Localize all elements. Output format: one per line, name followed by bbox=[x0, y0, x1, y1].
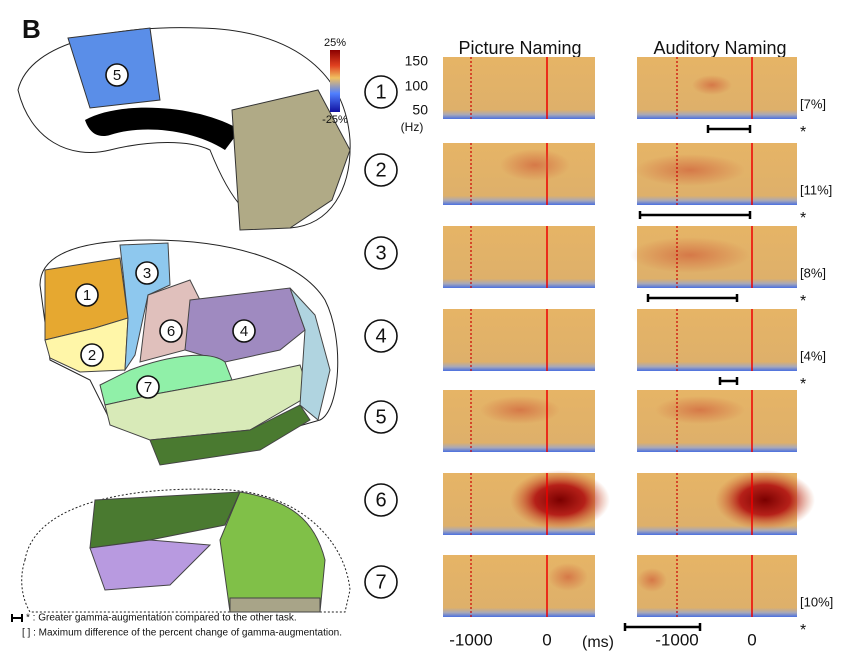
time-tick: -1000 bbox=[655, 630, 698, 649]
activation bbox=[480, 396, 560, 424]
legend-text: [ ] : Maximum difference of the percent … bbox=[22, 628, 342, 639]
region-label: 4 bbox=[240, 323, 248, 340]
difference-label: [4%] bbox=[800, 348, 826, 363]
region-label: 1 bbox=[83, 287, 91, 304]
row-label: 2 bbox=[375, 159, 386, 181]
freq-unit: (Hz) bbox=[401, 120, 424, 134]
time-unit: (ms) bbox=[582, 634, 614, 651]
figure: B 25% -25% Picture Naming Auditory Namin… bbox=[0, 0, 842, 651]
row-label: 7 bbox=[375, 571, 386, 593]
legend-text: * : Greater gamma-augmentation compared … bbox=[26, 613, 297, 624]
spectrogram bbox=[637, 309, 797, 371]
difference-label: [8%] bbox=[800, 265, 826, 280]
region-label: 2 bbox=[88, 347, 96, 364]
difference-bar bbox=[648, 294, 737, 302]
significance-marker: * bbox=[800, 376, 806, 393]
spectrogram bbox=[443, 57, 595, 119]
activation bbox=[635, 154, 745, 186]
activation bbox=[692, 75, 732, 95]
row-label: 3 bbox=[375, 242, 386, 264]
row-label: 6 bbox=[375, 489, 386, 511]
colorbar-min: -25% bbox=[322, 114, 348, 126]
difference-bar bbox=[720, 377, 737, 385]
activation bbox=[500, 149, 570, 181]
region-label: 7 bbox=[144, 379, 152, 396]
difference-label: [7%] bbox=[800, 96, 826, 111]
difference-label: [11%] bbox=[800, 182, 832, 197]
brain-medial bbox=[18, 28, 350, 230]
significance-marker: * bbox=[800, 210, 806, 227]
row-label: 1 bbox=[375, 81, 386, 103]
difference-bar bbox=[708, 125, 750, 133]
freq-tick: 100 bbox=[405, 78, 429, 94]
brain-ventral bbox=[22, 489, 350, 612]
region-label: 3 bbox=[143, 265, 151, 282]
significance-marker: * bbox=[800, 622, 806, 639]
freq-tick: 50 bbox=[412, 102, 428, 118]
row-label: 5 bbox=[375, 406, 386, 428]
region-label: 5 bbox=[113, 67, 121, 84]
time-tick: -1000 bbox=[449, 630, 492, 649]
activation bbox=[548, 563, 588, 591]
activation bbox=[715, 470, 815, 530]
time-tick: 0 bbox=[542, 630, 551, 649]
legend: * : Greater gamma-augmentation compared … bbox=[12, 613, 342, 639]
region-label: 6 bbox=[167, 323, 175, 340]
activation bbox=[630, 237, 750, 273]
significance-marker: * bbox=[800, 124, 806, 141]
difference-label: [10%] bbox=[800, 594, 833, 609]
activation bbox=[510, 470, 610, 530]
column-title: Picture Naming bbox=[458, 38, 581, 58]
spectrogram bbox=[443, 309, 595, 371]
column-title: Auditory Naming bbox=[653, 38, 786, 58]
time-tick: 0 bbox=[747, 630, 756, 649]
significance-marker: * bbox=[800, 293, 806, 310]
row-label: 4 bbox=[375, 325, 386, 347]
panel-label: B bbox=[22, 14, 41, 44]
difference-bar bbox=[640, 211, 750, 219]
colorbar-max: 25% bbox=[324, 37, 346, 49]
activation bbox=[637, 568, 667, 592]
colorbar bbox=[330, 50, 340, 112]
spectrogram bbox=[443, 226, 595, 288]
freq-tick: 150 bbox=[405, 53, 429, 69]
activation bbox=[655, 396, 745, 424]
